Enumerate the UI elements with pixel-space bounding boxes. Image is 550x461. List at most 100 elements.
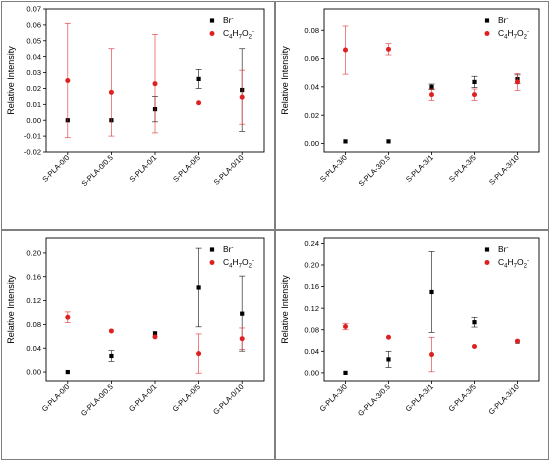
series-br [65, 48, 246, 132]
legend-label: C4H7O2- [223, 28, 254, 41]
legend-part: O [517, 28, 524, 38]
legend-part: H [232, 257, 238, 267]
x-tick-label: G-PLA-0/5 [171, 382, 202, 413]
legend-marker-br [209, 18, 215, 23]
y-tick-label: 0.24 [304, 239, 319, 248]
series-br [65, 247, 246, 375]
data-point-br [240, 311, 245, 316]
legend-label: Br- [498, 15, 509, 25]
data-point-c4h7o2 [515, 79, 520, 85]
legend-marker-c4h7o2 [484, 31, 490, 36]
data-point-br [386, 357, 391, 362]
x-tick-label: G-PLA-3/1 [403, 382, 434, 413]
x-tick-label: G-PLA-3/5 [446, 382, 477, 413]
legend-label: Br- [223, 244, 234, 254]
superscript: - [232, 16, 234, 22]
data-point-c4h7o2 [108, 328, 114, 334]
chart-svg-s-pla-3: 0.00 0.02 0.04 0.06 0.08 S-PLA-3/0 S-PLA-3/0.5… [280, 8, 540, 188]
legend: Br- C4H7O2- [484, 15, 529, 41]
y-tick-label: 0.20 [26, 248, 41, 257]
x-tick-label: S-PLA-0/10 [212, 153, 246, 187]
legend-part: O [242, 28, 249, 38]
y-tick-label: 0.08 [26, 320, 41, 329]
legend-label: C4H7O2- [498, 257, 529, 270]
superscript: - [527, 29, 529, 35]
data-point-br [65, 369, 70, 375]
legend-marker-br [484, 247, 490, 252]
y-tick-label: 0.00 [26, 368, 41, 377]
legend: Br- C4H7O2- [209, 15, 254, 41]
data-point-c4h7o2 [65, 314, 71, 320]
y-tick-label: 0.04 [26, 52, 41, 61]
plot-frame [45, 237, 265, 382]
y-tick-label: 0.02 [304, 111, 319, 120]
y-tick-label: 0.16 [26, 272, 41, 281]
data-point-c4h7o2 [196, 351, 202, 357]
legend-label: C4H7O2- [223, 257, 254, 270]
superscript: - [252, 258, 254, 264]
x-tick-label: G-PLA-0/0.5 [79, 382, 115, 418]
y-tick-label: 0.02 [26, 84, 41, 93]
chart-svg-g-pla-0: 0.00 0.04 0.08 0.12 0.16 0.20 G-PLA-0/0 G-PLA-0… [6, 237, 265, 418]
subscript: 7 [239, 264, 243, 270]
x-tick-label: S-PLA-0/5 [171, 153, 202, 184]
data-point-c4h7o2 [343, 323, 348, 329]
data-point-c4h7o2 [515, 338, 520, 344]
data-point-br [196, 285, 201, 290]
x-tick-label: G-PLA-0/1 [127, 382, 158, 413]
x-tick-label: S-PLA-3/5 [447, 153, 478, 184]
y-axis-label: Relative Intensity [280, 275, 290, 344]
subscript: 7 [239, 35, 243, 41]
chart-panel-s-pla-0: -0.02 -0.01 0.00 0.01 0.02 0.03 0.04 0.05 0.06 0.… [1, 1, 275, 230]
legend-marker-br [209, 247, 215, 252]
legend-label: Br- [223, 15, 234, 25]
data-point-c4h7o2 [196, 100, 202, 106]
data-point-br [152, 331, 158, 336]
legend-part: H [507, 257, 513, 267]
data-point-c4h7o2 [239, 336, 245, 342]
x-tick-label: G-PLA-3/0.5 [356, 382, 392, 418]
subscript: 7 [514, 35, 518, 41]
subscript: 4 [504, 35, 508, 41]
legend-label: Br- [498, 244, 509, 254]
data-point-c4h7o2 [152, 334, 158, 340]
legend: Br- C4H7O2- [209, 244, 254, 270]
y-axis-label: Relative Intensity [6, 275, 16, 344]
chart-svg-g-pla-3: 0.00 0.04 0.08 0.12 0.16 0.20 0.24 G-PLA-3/0 G-P… [280, 237, 540, 418]
y-tick-label: -0.01 [24, 132, 41, 141]
x-tick-label: S-PLA-0/0 [40, 153, 71, 184]
y-tick-label: 0.04 [304, 82, 319, 91]
superscript: - [252, 29, 254, 35]
subscript: 4 [504, 264, 508, 270]
data-point-br [386, 139, 391, 144]
legend-marker-c4h7o2 [209, 31, 215, 36]
series-br [343, 74, 521, 144]
y-tick-label: 0.00 [26, 116, 41, 125]
series-c4h7o2 [64, 311, 246, 374]
superscript: - [232, 245, 234, 251]
subscript: 2 [524, 264, 528, 270]
chart-panel-g-pla-0: 0.00 0.04 0.08 0.12 0.16 0.20 G-PLA-0/0 G-PLA-0… [1, 230, 275, 460]
x-tick-label: S-PLA-3/10 [487, 153, 521, 187]
y-tick-label: 0.06 [304, 54, 319, 63]
y-axis-label: Relative Intensity [6, 46, 16, 115]
y-tick-label: 0.07 [26, 5, 41, 14]
y-tick-label: 0.12 [304, 304, 319, 313]
subscript: 2 [524, 35, 528, 41]
chart-panel-g-pla-3: 0.00 0.04 0.08 0.12 0.16 0.20 0.24 G-PLA-3/0 G-P… [275, 230, 549, 460]
y-tick-label: 0.12 [26, 296, 41, 305]
legend-marker-br [484, 18, 490, 23]
y-tick-label: 0.03 [26, 68, 41, 77]
data-point-c4h7o2 [429, 352, 434, 358]
data-point-c4h7o2 [472, 92, 477, 98]
data-point-br [109, 353, 114, 359]
y-tick-label: 0.01 [26, 100, 41, 109]
legend-label: C4H7O2- [498, 28, 529, 41]
data-point-br [472, 79, 477, 85]
y-axis-label: Relative Intensity [280, 46, 290, 115]
y-tick-label: 0.05 [26, 36, 41, 45]
superscript: - [507, 16, 509, 22]
subscript: 4 [229, 35, 233, 41]
series-c4h7o2 [64, 22, 246, 139]
